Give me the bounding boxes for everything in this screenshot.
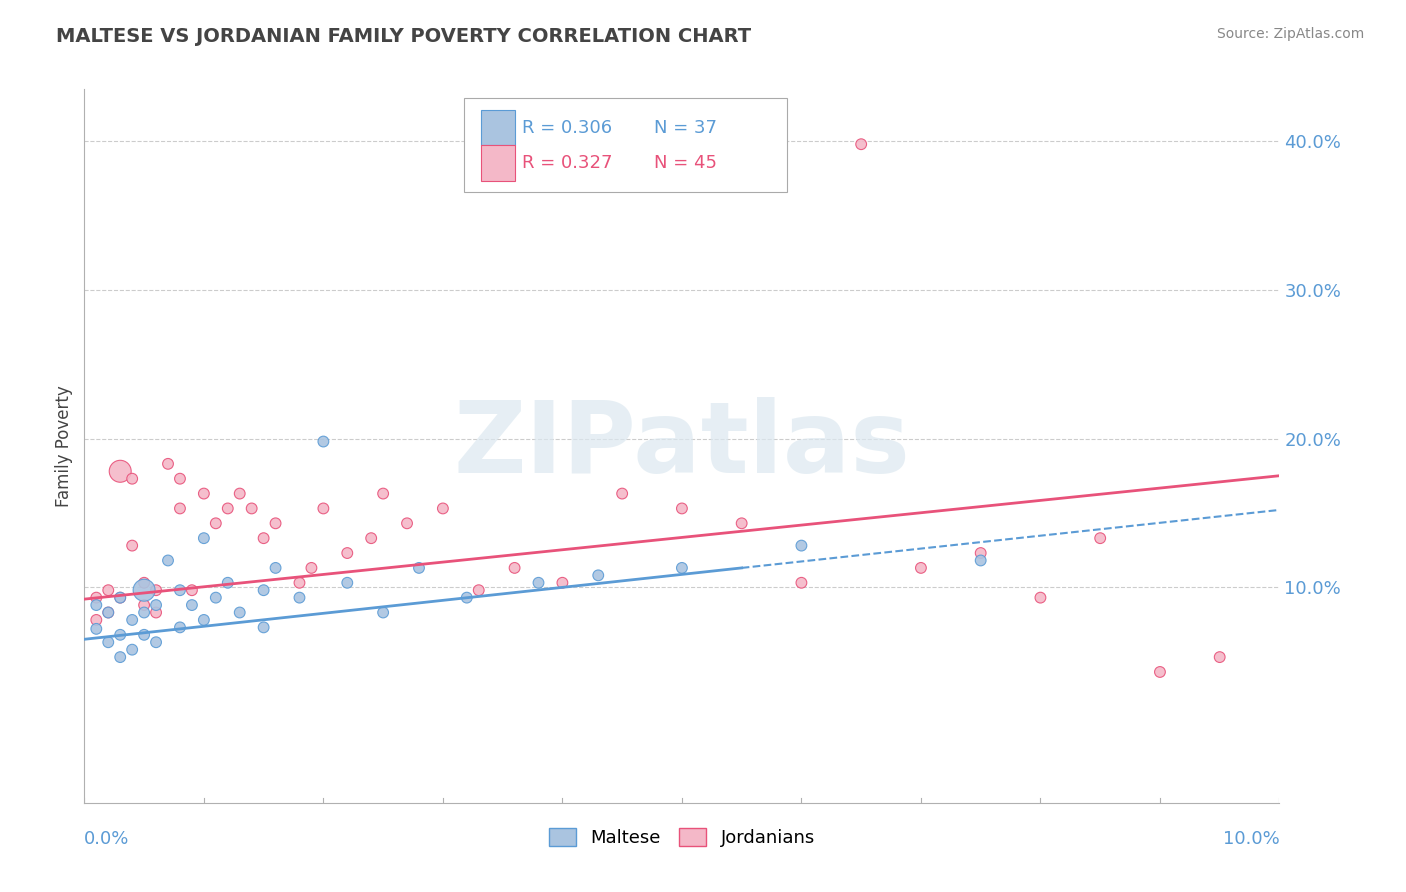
- Point: [910, 561, 932, 575]
- Point: [264, 561, 287, 575]
- Point: [86, 598, 108, 612]
- Point: [360, 531, 382, 545]
- Point: [110, 650, 132, 665]
- Point: [1090, 531, 1112, 545]
- Point: [86, 622, 108, 636]
- Point: [240, 501, 263, 516]
- Point: [145, 635, 167, 649]
- Point: [145, 583, 167, 598]
- Point: [132, 628, 156, 642]
- Point: [790, 539, 813, 553]
- Text: N = 45: N = 45: [654, 154, 717, 172]
- Point: [217, 575, 239, 590]
- Point: [373, 486, 395, 500]
- Point: [169, 501, 191, 516]
- Point: [253, 583, 276, 598]
- Point: [373, 606, 395, 620]
- Point: [86, 613, 108, 627]
- Point: [86, 591, 108, 605]
- Point: [228, 486, 252, 500]
- Point: [408, 561, 430, 575]
- Point: [157, 457, 180, 471]
- Point: [527, 575, 550, 590]
- Point: [193, 531, 215, 545]
- Text: 10.0%: 10.0%: [1223, 830, 1279, 847]
- Text: 0.0%: 0.0%: [84, 830, 129, 847]
- Point: [181, 598, 204, 612]
- Point: [551, 575, 574, 590]
- Point: [970, 546, 993, 560]
- Point: [193, 613, 215, 627]
- Point: [228, 606, 252, 620]
- Point: [1029, 591, 1052, 605]
- Point: [264, 516, 287, 531]
- Point: [1209, 650, 1232, 665]
- Point: [110, 464, 132, 478]
- Point: [468, 583, 491, 598]
- Point: [110, 591, 132, 605]
- Point: [288, 575, 311, 590]
- Point: [396, 516, 419, 531]
- Point: [145, 598, 167, 612]
- Point: [169, 583, 191, 598]
- Text: R = 0.306: R = 0.306: [522, 119, 612, 136]
- Point: [1149, 665, 1171, 679]
- Y-axis label: Family Poverty: Family Poverty: [55, 385, 73, 507]
- Point: [132, 606, 156, 620]
- Point: [205, 516, 228, 531]
- Point: [456, 591, 478, 605]
- Point: [121, 613, 143, 627]
- Point: [97, 583, 120, 598]
- Point: [432, 501, 454, 516]
- Point: [336, 546, 359, 560]
- Point: [301, 561, 323, 575]
- Point: [253, 620, 276, 634]
- Point: [253, 531, 276, 545]
- Point: [731, 516, 754, 531]
- Point: [169, 620, 191, 634]
- Point: [121, 642, 143, 657]
- Point: [157, 553, 180, 567]
- Text: N = 37: N = 37: [654, 119, 717, 136]
- Point: [851, 137, 873, 152]
- Point: [132, 598, 156, 612]
- Point: [671, 501, 693, 516]
- Point: [970, 553, 993, 567]
- Point: [110, 591, 132, 605]
- Point: [110, 628, 132, 642]
- Point: [588, 568, 610, 582]
- Point: [132, 583, 156, 598]
- Point: [145, 606, 167, 620]
- Point: [288, 591, 311, 605]
- Point: [612, 486, 634, 500]
- Legend: Maltese, Jordanians: Maltese, Jordanians: [541, 821, 823, 855]
- Point: [790, 575, 813, 590]
- Point: [121, 539, 143, 553]
- Point: [312, 501, 335, 516]
- Point: [336, 575, 359, 590]
- Text: R = 0.327: R = 0.327: [522, 154, 612, 172]
- Point: [169, 472, 191, 486]
- Point: [121, 472, 143, 486]
- Point: [132, 575, 156, 590]
- Point: [671, 561, 693, 575]
- Point: [193, 486, 215, 500]
- Point: [181, 583, 204, 598]
- Point: [97, 606, 120, 620]
- Point: [312, 434, 335, 449]
- Point: [97, 606, 120, 620]
- Point: [97, 635, 120, 649]
- Text: MALTESE VS JORDANIAN FAMILY POVERTY CORRELATION CHART: MALTESE VS JORDANIAN FAMILY POVERTY CORR…: [56, 27, 751, 45]
- Point: [217, 501, 239, 516]
- Point: [205, 591, 228, 605]
- Text: ZIPatlas: ZIPatlas: [454, 398, 910, 494]
- Text: Source: ZipAtlas.com: Source: ZipAtlas.com: [1216, 27, 1364, 41]
- Point: [503, 561, 526, 575]
